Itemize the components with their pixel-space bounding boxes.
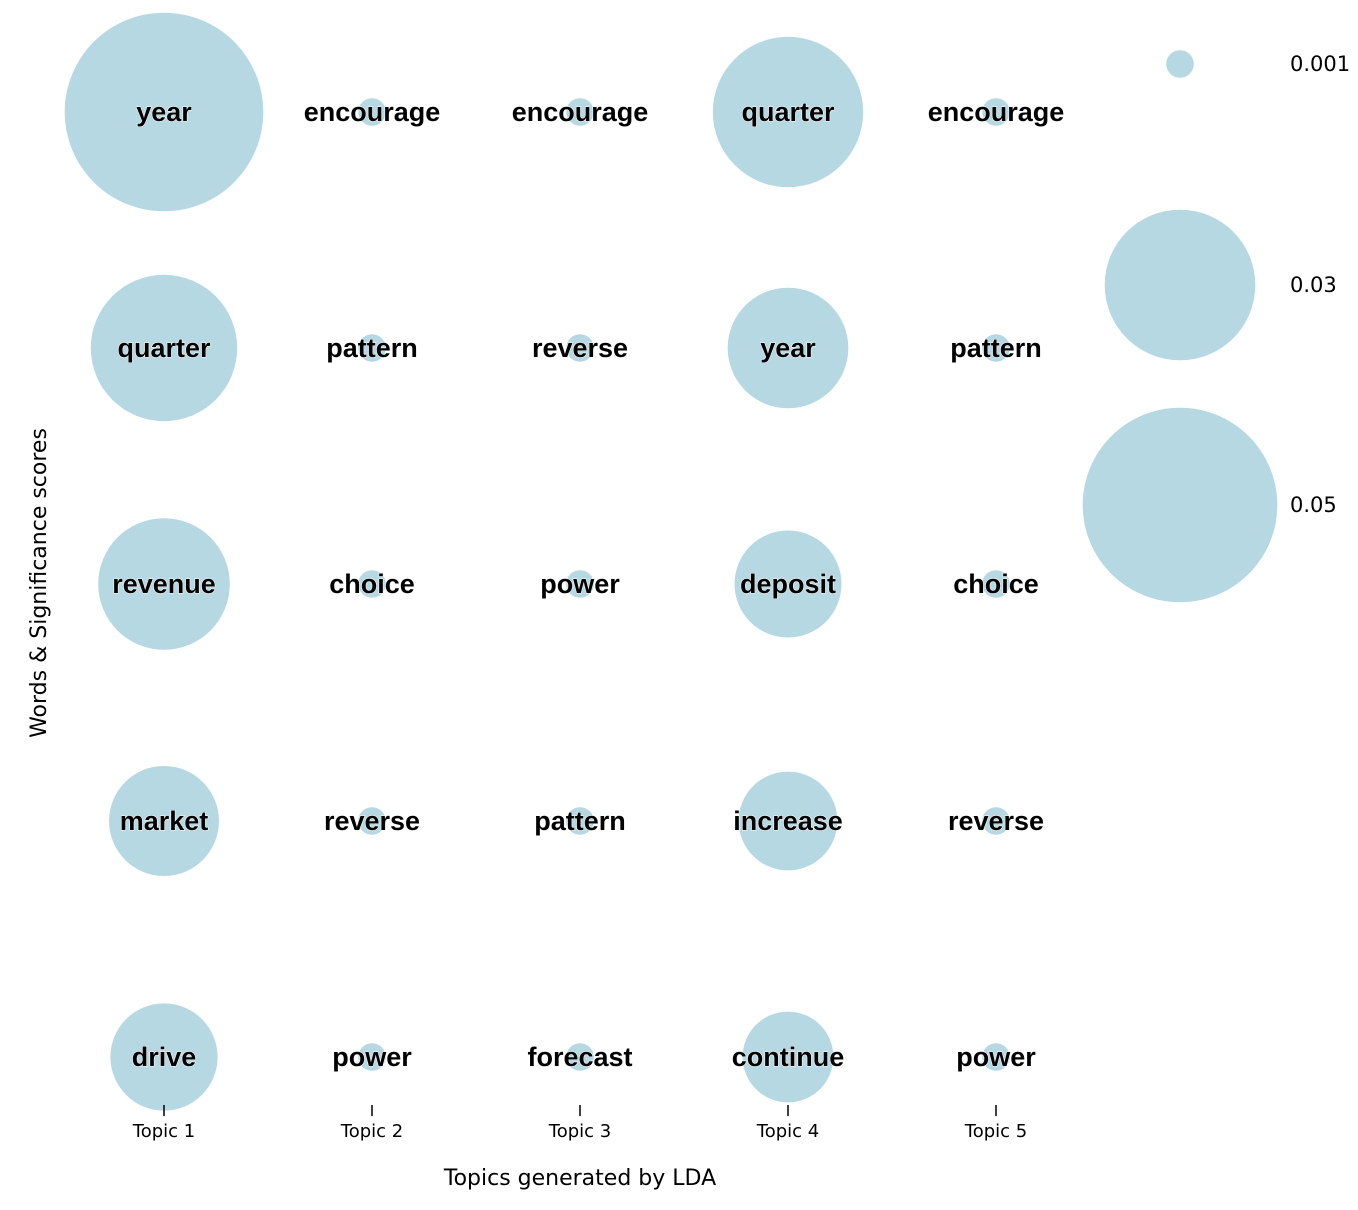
bubble-topic5-word2 <box>982 334 1010 362</box>
word-label-topic1-word1: year <box>136 97 192 127</box>
bubble-topic3-word3 <box>566 570 594 598</box>
word-label-topic4-word5: continue <box>732 1042 845 1072</box>
word-label-topic4-word1: quarter <box>741 97 835 127</box>
word-label-topic3-word2: reverse <box>532 333 628 363</box>
x-tick-label-4: Topic 4 <box>756 1121 819 1142</box>
word-label-topic5-word1: encourage <box>928 97 1065 127</box>
bubble-topic4-word4 <box>738 771 838 871</box>
legend-bubble-1 <box>1166 50 1194 78</box>
word-label-topic1-word4: market <box>120 806 209 836</box>
bubble-topic2-word3 <box>358 570 386 598</box>
bubble-topic4-word5 <box>742 1011 834 1103</box>
bubble-topic5-word4 <box>982 807 1010 835</box>
bubble-topic1-word3 <box>98 518 230 650</box>
legend-bubble-3 <box>1082 407 1278 603</box>
word-label-topic3-word5: forecast <box>527 1042 632 1072</box>
bubble-topic4-word2 <box>727 287 849 409</box>
word-label-topic2-word4: reverse <box>324 806 420 836</box>
legend-label-1: 0.001 <box>1290 52 1350 76</box>
x-tick-label-3: Topic 3 <box>548 1121 611 1142</box>
word-label-topic1-word2: quarter <box>117 333 211 363</box>
word-label-topic1-word3: revenue <box>112 569 216 599</box>
x-axis: Topic 1 Topic 2 Topic 3 Topic 4 Topic 5 <box>132 1105 1027 1142</box>
legend-label-3: 0.05 <box>1290 493 1337 517</box>
bubble-topic4-word3 <box>734 530 842 638</box>
word-label-topic3-word3: power <box>540 569 620 599</box>
bubble-topic1-word5 <box>110 1003 218 1111</box>
word-label-topic3-word4: pattern <box>534 806 626 836</box>
bubble-topic5-word5 <box>982 1043 1010 1071</box>
x-tick-label-2: Topic 2 <box>340 1121 403 1142</box>
word-label-topic3-word1: encourage <box>512 97 649 127</box>
word-label-topic5-word3: choice <box>953 569 1039 599</box>
bubble-topic5-word3 <box>982 570 1010 598</box>
bubble-topic4-word1 <box>712 36 864 188</box>
bubble-topic5-word1 <box>982 98 1010 126</box>
word-label-layer: year quarter revenue market drive encourage pa… <box>112 97 1065 1073</box>
bubble-topic2-word5 <box>358 1043 386 1071</box>
legend-label-2: 0.03 <box>1290 273 1337 297</box>
bubble-topic3-word4 <box>566 807 594 835</box>
word-label-topic2-word2: pattern <box>326 333 418 363</box>
word-label-topic5-word2: pattern <box>950 333 1042 363</box>
word-label-topic2-word3: choice <box>329 569 415 599</box>
word-label-topic5-word5: power <box>956 1042 1036 1072</box>
x-tick-label-1: Topic 1 <box>132 1121 195 1142</box>
word-label-topic5-word4: reverse <box>948 806 1044 836</box>
bubble-topic2-word2 <box>358 334 386 362</box>
bubble-topic2-word4 <box>358 807 386 835</box>
bubble-topic1-word2 <box>90 274 238 422</box>
word-label-topic4-word2: year <box>760 333 816 363</box>
bubble-topic1-word4 <box>109 766 219 876</box>
size-legend: 0.001 0.03 0.05 <box>1082 50 1350 603</box>
bubble-topic2-word1 <box>358 98 386 126</box>
word-label-topic4-word4: increase <box>733 806 843 836</box>
word-label-topic2-word1: encourage <box>304 97 441 127</box>
bubble-topic3-word1 <box>566 98 594 126</box>
bubble-topic3-word2 <box>566 334 594 362</box>
bubble-topic1-word1 <box>64 12 264 212</box>
word-label-topic2-word5: power <box>332 1042 412 1072</box>
x-axis-title: Topics generated by LDA <box>443 1166 716 1191</box>
x-tick-label-5: Topic 5 <box>964 1121 1027 1142</box>
bubble-layer <box>64 12 1010 1111</box>
legend-bubble-2 <box>1104 209 1256 361</box>
y-axis-title: Words & Significance scores <box>27 428 52 738</box>
word-label-topic1-word5: drive <box>132 1042 197 1072</box>
word-label-topic4-word3: deposit <box>740 569 836 599</box>
bubble-topic3-word5 <box>566 1043 594 1071</box>
